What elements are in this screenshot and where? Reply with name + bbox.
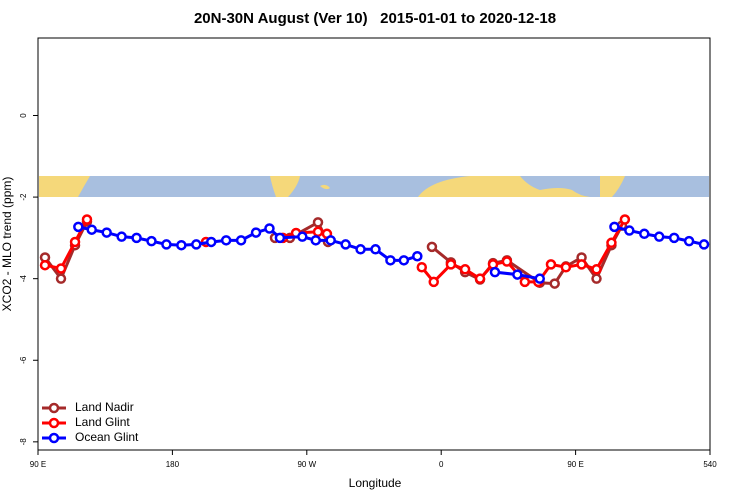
x-tick-label: 90 E: [567, 460, 583, 469]
point: [698, 239, 710, 250]
point: [398, 255, 410, 266]
point: [235, 235, 247, 246]
point: [474, 273, 486, 284]
point: [355, 244, 366, 255]
point: [220, 235, 232, 246]
x-tick-label: 0: [439, 460, 444, 469]
point: [146, 235, 157, 247]
y-tick-label: -4: [19, 275, 28, 283]
point: [606, 237, 617, 249]
point: [619, 214, 631, 225]
point: [519, 276, 531, 288]
point: [576, 259, 587, 270]
point: [545, 259, 557, 270]
point: [312, 217, 324, 228]
x-tick-label: 180: [166, 460, 180, 469]
point: [609, 221, 620, 233]
point: [534, 273, 546, 284]
point: [426, 241, 438, 253]
point: [445, 259, 457, 270]
x-tick-label: 90 W: [297, 460, 316, 469]
legend-label: Ocean Glint: [75, 430, 139, 444]
map-strip: [39, 176, 709, 197]
point: [668, 232, 680, 244]
point: [428, 276, 439, 288]
point: [683, 235, 695, 247]
point: [81, 214, 93, 225]
point: [512, 269, 523, 280]
point: [340, 239, 351, 250]
point: [385, 255, 396, 266]
x-tick-label: 540: [703, 460, 717, 469]
point: [131, 232, 142, 244]
point: [325, 235, 336, 246]
point: [101, 227, 112, 238]
plot-frame: [37, 37, 711, 451]
point: [116, 231, 127, 242]
point: [161, 239, 172, 250]
y-axis-label: XCO2 - MLO trend (ppm): [0, 177, 14, 312]
point: [370, 244, 381, 255]
y-tick-label: 0: [19, 113, 28, 118]
point: [501, 256, 513, 267]
series-line: [78, 225, 705, 281]
point: [653, 231, 665, 242]
point: [297, 231, 308, 242]
chart-title: 20N-30N August (Ver 10) 2015-01-01 to 20…: [194, 10, 556, 27]
legend-marker: [48, 417, 60, 429]
point: [55, 263, 67, 274]
point: [39, 259, 51, 271]
legend-marker: [48, 402, 60, 414]
point: [312, 226, 324, 238]
point: [412, 250, 423, 262]
point: [69, 236, 81, 248]
x-tick-label: 90 E: [30, 460, 46, 469]
legend-label: Land Glint: [75, 415, 130, 429]
point: [591, 273, 602, 284]
point: [416, 262, 428, 273]
point: [274, 232, 286, 244]
point: [250, 227, 262, 238]
legend-label: Land Nadir: [75, 400, 134, 414]
point: [191, 239, 202, 250]
y-tick-label: -8: [19, 438, 28, 446]
point: [264, 223, 275, 234]
series-line: [44, 218, 627, 285]
series-line: [43, 220, 624, 286]
point: [624, 225, 635, 236]
point: [86, 224, 98, 235]
point: [489, 266, 501, 278]
point: [591, 264, 602, 275]
point: [560, 262, 572, 273]
point: [205, 236, 217, 248]
y-tick-label: -6: [19, 356, 28, 364]
point: [55, 273, 67, 284]
point: [639, 228, 650, 240]
point: [310, 235, 322, 246]
point: [73, 221, 84, 233]
legend-marker: [48, 432, 60, 444]
point: [176, 239, 187, 251]
point: [549, 278, 560, 289]
point: [459, 264, 471, 275]
x-axis-label: Longitude: [349, 476, 402, 490]
y-tick-label: -2: [19, 193, 28, 201]
